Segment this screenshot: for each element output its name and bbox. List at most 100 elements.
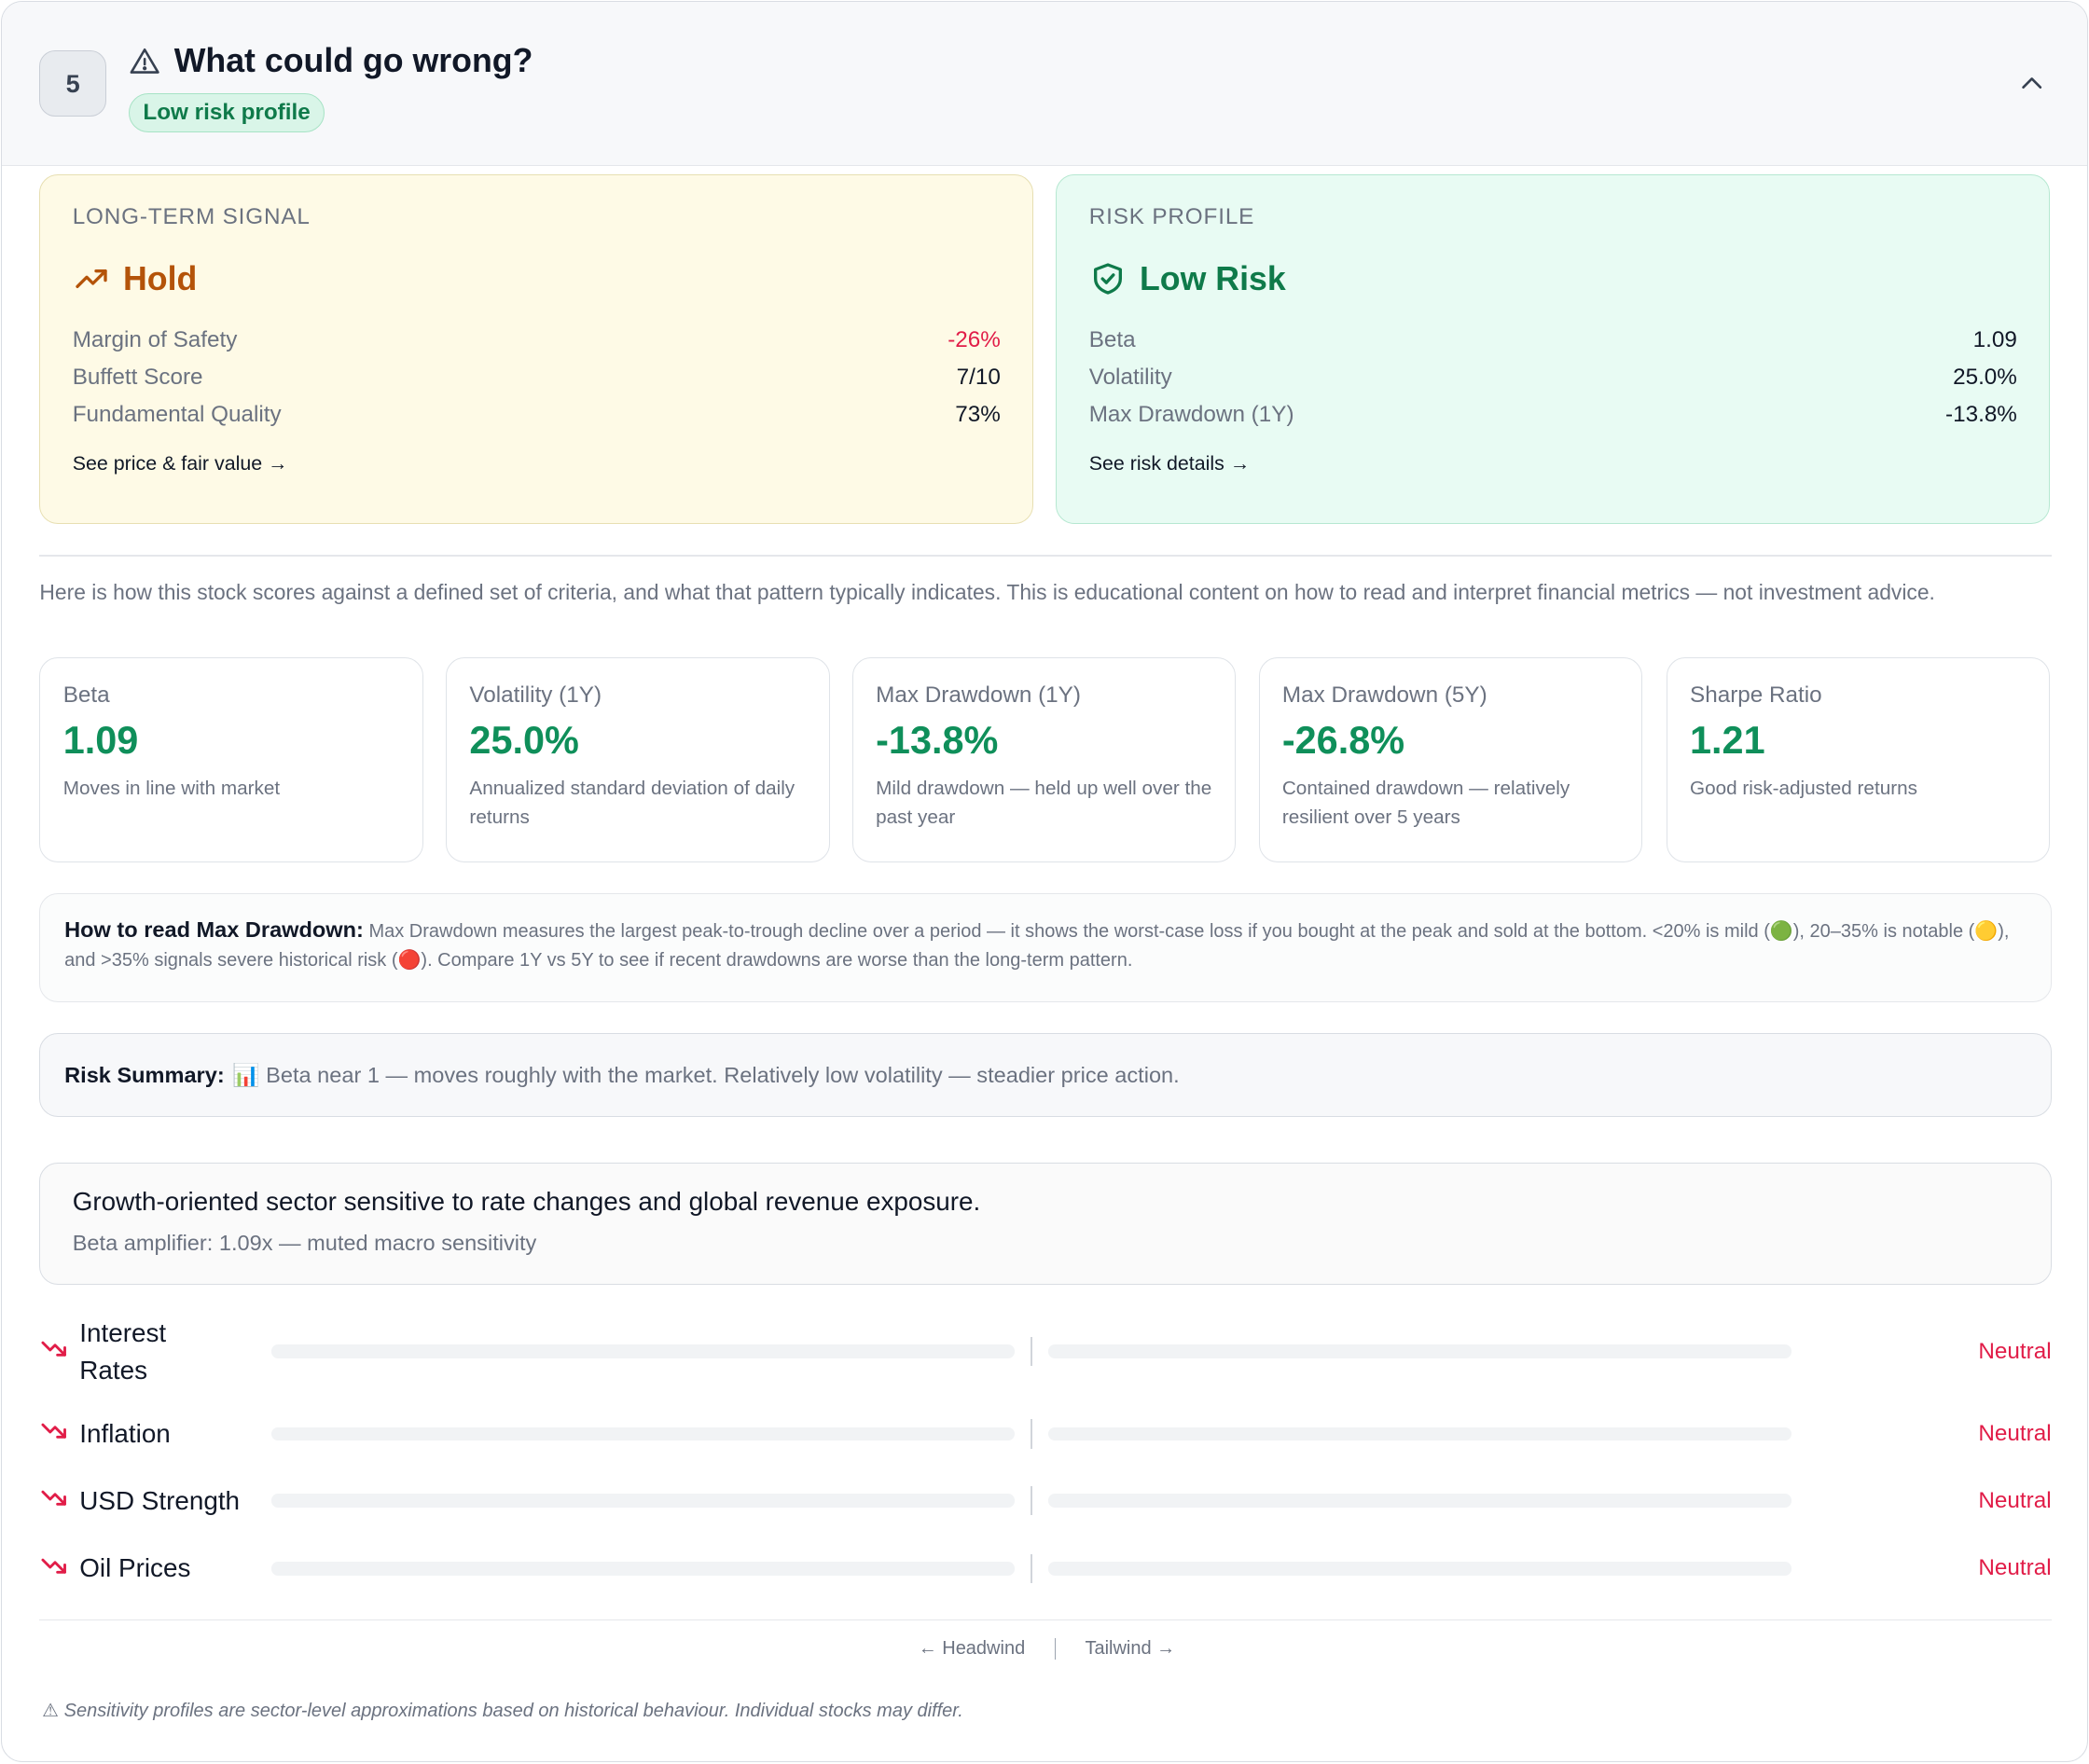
step-number: 5 xyxy=(39,49,106,117)
headwind-track xyxy=(270,1494,1016,1508)
factor-row-interest-rates: Interest Rates Neutral xyxy=(39,1315,2052,1389)
tailwind-track xyxy=(1047,1344,1792,1358)
metric-card-sharpe-ratio: Sharpe Ratio 1.21 Good risk-adjusted ret… xyxy=(1666,657,2051,863)
beta-row: Beta 1.09 xyxy=(1089,322,2017,359)
row-label: Volatility xyxy=(1088,365,1172,391)
row-value: -26% xyxy=(948,327,1001,353)
risk-summary-text: 📊 Beta near 1 — moves roughly with the m… xyxy=(232,1063,1180,1088)
factor-status: Neutral xyxy=(1978,1338,2052,1364)
divider xyxy=(39,555,2052,557)
sector-description: Growth-oriented sector sensitive to rate… xyxy=(72,1187,981,1217)
title-row: What could go wrong? xyxy=(129,42,533,80)
metric-card-max-drawdown-1y: Max Drawdown (1Y) -13.8% Mild drawdown —… xyxy=(851,657,1237,863)
risk-profile-signal-label: Low Risk xyxy=(1140,259,1286,297)
metric-label: Sharpe Ratio xyxy=(1690,682,1822,708)
metric-value: -13.8% xyxy=(876,719,999,763)
headwind-track xyxy=(270,1427,1016,1441)
divider xyxy=(39,1619,2052,1621)
risk-profile-rows: Beta 1.09 Volatility 25.0% Max Drawdown (1… xyxy=(1089,322,2017,434)
metric-label: Beta xyxy=(62,682,110,708)
tailwind-track xyxy=(1047,1494,1792,1508)
wind-legend: ← Headwind Tailwind → xyxy=(2,1637,2086,1660)
footnote: ⚠ Sensitivity profiles are sector-level … xyxy=(42,1701,963,1722)
beta-amplifier: Beta amplifier: 1.09x — muted macro sens… xyxy=(72,1230,537,1255)
row-label: Max Drawdown (1Y) xyxy=(1088,402,1294,428)
row-value: 25.0% xyxy=(1953,365,2017,391)
row-label: Beta xyxy=(1088,327,1136,353)
trending-down-icon xyxy=(41,1424,67,1440)
risk-details-link[interactable]: See risk details → xyxy=(1088,452,1251,475)
metric-card-beta: Beta 1.09 Moves in line with market xyxy=(39,657,423,863)
how-to-title: How to read Max Drawdown: xyxy=(64,916,364,942)
risk-profile-eyebrow: RISK PROFILE xyxy=(1088,204,1255,230)
section-title: What could go wrong? xyxy=(173,42,533,80)
buffett-score-row: Buffett Score 7/10 xyxy=(73,359,1001,396)
how-to-text: Max Drawdown measures the largest peak-t… xyxy=(64,920,2010,972)
factor-row-usd-strength: USD Strength Neutral xyxy=(39,1482,2052,1520)
row-value: -13.8% xyxy=(1945,402,2017,428)
fundamental-quality-row: Fundamental Quality 73% xyxy=(73,396,1001,434)
row-label: Fundamental Quality xyxy=(72,402,282,428)
volatility-row: Volatility 25.0% xyxy=(1089,359,2017,396)
metric-label: Volatility (1Y) xyxy=(469,682,602,708)
section-header[interactable]: 5 What could go wrong? Low risk profile xyxy=(2,2,2087,167)
factor-label: Interest Rates xyxy=(79,1317,167,1385)
factor-row-inflation: Inflation Neutral xyxy=(39,1415,2052,1453)
long-term-signal: Hold xyxy=(73,260,1001,298)
risk-profile-signal: Low Risk xyxy=(1089,260,2017,298)
metric-value: 1.09 xyxy=(62,719,139,763)
metric-card-max-drawdown-5y: Max Drawdown (5Y) -26.8% Contained drawd… xyxy=(1258,657,1642,863)
headwind-label: ← Headwind xyxy=(918,1637,1026,1659)
how-to-read-box: How to read Max Drawdown: Max Drawdown m… xyxy=(39,893,2052,1003)
intro-text: Here is how this stock scores against a … xyxy=(39,580,1935,605)
factor-status: Neutral xyxy=(1978,1555,2052,1581)
factor-label: Inflation xyxy=(79,1419,171,1449)
factor-status: Neutral xyxy=(1978,1487,2052,1513)
trending-down-icon xyxy=(41,1490,67,1506)
metric-label: Max Drawdown (1Y) xyxy=(876,682,1081,708)
long-term-eyebrow: LONG-TERM SIGNAL xyxy=(72,204,311,230)
long-term-signal-card: LONG-TERM SIGNAL Hold Margin of Safety -2… xyxy=(39,173,1034,525)
metric-card-volatility: Volatility (1Y) 25.0% Annualized standar… xyxy=(446,657,830,863)
risk-summary-box: Risk Summary: 📊 Beta near 1 — moves roug… xyxy=(39,1033,2052,1118)
row-value: 73% xyxy=(955,402,1001,428)
metric-desc: Annualized standard deviation of daily r… xyxy=(469,777,795,829)
factor-status: Neutral xyxy=(1978,1421,2052,1447)
risk-summary-title: Risk Summary: xyxy=(64,1062,225,1087)
risk-badge: Low risk profile xyxy=(129,92,325,133)
tailwind-track xyxy=(1047,1427,1792,1441)
factor-row-oil-prices: Oil Prices Neutral xyxy=(39,1550,2052,1587)
max-drawdown-row: Max Drawdown (1Y) -13.8% xyxy=(1089,396,2017,434)
trending-up-icon xyxy=(76,269,107,289)
row-label: Margin of Safety xyxy=(72,327,238,353)
metric-desc: Moves in line with market xyxy=(62,777,281,799)
margin-of-safety-row: Margin of Safety -26% xyxy=(73,322,1001,359)
warning-icon xyxy=(130,48,159,74)
row-value: 7/10 xyxy=(956,365,1001,391)
metric-label: Max Drawdown (5Y) xyxy=(1281,682,1487,708)
long-term-signal-label: Hold xyxy=(122,259,198,297)
shield-check-icon xyxy=(1093,263,1122,295)
metric-value: 1.21 xyxy=(1690,719,1765,763)
row-label: Buffett Score xyxy=(72,365,203,391)
sector-box: Growth-oriented sector sensitive to rate… xyxy=(39,1162,2052,1286)
trending-down-icon xyxy=(41,1341,67,1357)
long-term-rows: Margin of Safety -26% Buffett Score 7/10 F… xyxy=(73,322,1001,434)
tailwind-label: Tailwind → xyxy=(1085,1637,1176,1659)
metric-desc: Contained drawdown — relatively resilien… xyxy=(1281,777,1570,829)
metric-value: 25.0% xyxy=(469,719,579,763)
legend-separator xyxy=(1054,1637,1057,1660)
risk-profile-card: RISK PROFILE Low Risk Beta 1.09 Volatilit… xyxy=(1056,173,2051,525)
chevron-up-icon[interactable] xyxy=(2017,69,2046,98)
factor-label: USD Strength xyxy=(79,1485,241,1515)
headwind-track xyxy=(270,1344,1016,1358)
metric-desc: Good risk-adjusted returns xyxy=(1690,777,1917,799)
factor-label: Oil Prices xyxy=(79,1553,191,1583)
price-fair-value-link[interactable]: See price & fair value → xyxy=(72,452,288,475)
headwind-track xyxy=(270,1562,1016,1576)
metric-desc: Mild drawdown — held up well over the pa… xyxy=(876,777,1212,829)
trending-down-icon xyxy=(41,1558,67,1574)
tailwind-track xyxy=(1047,1562,1792,1576)
row-value: 1.09 xyxy=(1972,327,2017,353)
metric-value: -26.8% xyxy=(1281,719,1405,763)
